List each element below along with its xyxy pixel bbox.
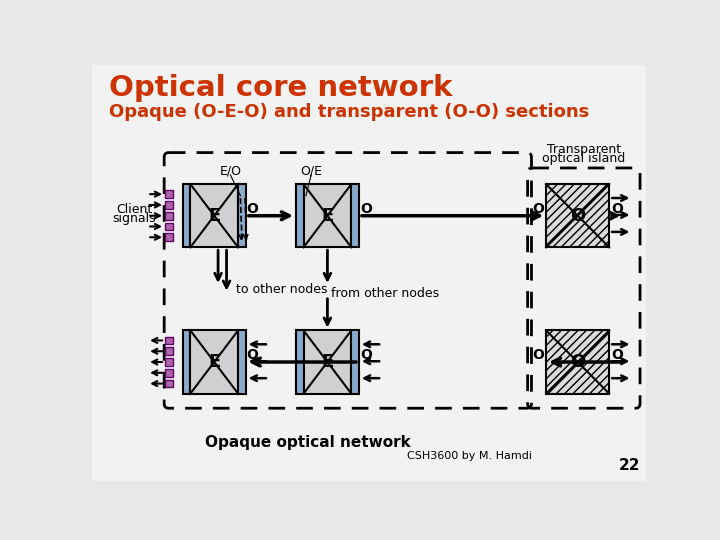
Text: Opaque (O-E-O) and transparent (O-O) sections: Opaque (O-E-O) and transparent (O-O) sec… xyxy=(109,103,589,122)
Text: O: O xyxy=(533,202,544,216)
Bar xyxy=(165,380,174,387)
Text: E/O: E/O xyxy=(220,165,241,178)
Text: from other nodes: from other nodes xyxy=(331,287,439,300)
Bar xyxy=(238,184,246,247)
Bar xyxy=(546,184,609,247)
FancyBboxPatch shape xyxy=(89,62,649,484)
Bar xyxy=(238,330,246,394)
Bar xyxy=(351,184,359,247)
Text: O: O xyxy=(611,202,623,216)
Bar xyxy=(546,330,609,394)
Text: O: O xyxy=(246,202,258,216)
Text: to other nodes: to other nodes xyxy=(235,283,328,296)
Bar xyxy=(351,330,359,394)
Text: O: O xyxy=(570,207,585,225)
Text: CSH3600 by M. Hamdi: CSH3600 by M. Hamdi xyxy=(407,451,531,461)
Text: optical island: optical island xyxy=(542,152,626,165)
Bar xyxy=(190,330,238,394)
Bar xyxy=(165,369,174,377)
Text: O: O xyxy=(360,202,372,216)
Text: E: E xyxy=(208,207,220,225)
Text: O: O xyxy=(246,348,258,362)
Text: E: E xyxy=(208,353,220,371)
Text: O: O xyxy=(570,353,585,371)
Bar xyxy=(304,184,351,247)
Bar xyxy=(165,190,174,198)
Bar xyxy=(165,336,174,345)
Bar xyxy=(304,330,351,394)
Bar xyxy=(165,201,174,209)
Text: O: O xyxy=(533,348,544,362)
Bar xyxy=(183,184,190,247)
Bar xyxy=(296,184,304,247)
Text: O: O xyxy=(360,348,372,362)
Bar xyxy=(296,330,304,394)
Text: Optical core network: Optical core network xyxy=(109,74,452,102)
Text: 22: 22 xyxy=(618,458,640,472)
Text: Client: Client xyxy=(116,203,152,216)
Text: O: O xyxy=(611,348,623,362)
Text: O/E: O/E xyxy=(300,165,323,178)
Bar xyxy=(165,347,174,355)
Bar xyxy=(546,330,609,394)
Bar xyxy=(165,222,174,231)
Bar xyxy=(165,358,174,366)
Bar xyxy=(165,233,174,241)
Bar xyxy=(165,212,174,220)
Text: Transparent: Transparent xyxy=(546,143,621,156)
Bar xyxy=(183,330,190,394)
Text: E: E xyxy=(321,353,333,371)
Bar xyxy=(190,184,238,247)
Bar xyxy=(546,184,609,247)
Text: E: E xyxy=(321,207,333,225)
Text: Opaque optical network: Opaque optical network xyxy=(204,435,410,450)
Text: signals: signals xyxy=(112,212,156,225)
